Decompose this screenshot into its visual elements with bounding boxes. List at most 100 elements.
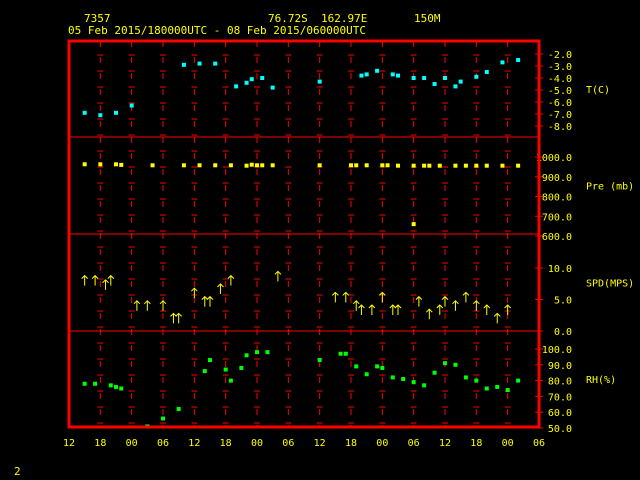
- temperature-point: [396, 73, 400, 78]
- y-tick-label: 5.0: [554, 296, 572, 307]
- wind-arrow-head: [352, 300, 360, 305]
- wind-arrow-head: [190, 287, 198, 292]
- humidity-point: [161, 416, 165, 421]
- temperature-point: [500, 60, 505, 65]
- y-tick-label: 50.0: [548, 424, 572, 435]
- panel-label: SPD(MPS): [586, 279, 634, 290]
- temperature-point: [432, 82, 437, 86]
- pressure-point: [463, 163, 468, 168]
- pressure-point: [396, 163, 400, 168]
- x-tick-label: 06: [157, 438, 169, 449]
- panel-label: T(C): [586, 85, 610, 96]
- station-location: 76.72S 162.97E: [268, 12, 368, 25]
- temperature-point: [453, 84, 458, 89]
- pressure-point: [516, 163, 521, 168]
- x-tick-label: 00: [251, 438, 263, 449]
- pressure-point: [500, 163, 505, 168]
- temperature-point: [390, 72, 395, 77]
- y-tick-label: 700.0: [542, 212, 572, 223]
- y-tick-label: 90.0: [548, 361, 572, 372]
- humidity-point: [338, 351, 343, 356]
- wind-arrow-head: [274, 270, 282, 275]
- panel-label: RH(%): [586, 375, 616, 386]
- wind-arrow-head: [452, 300, 459, 305]
- pressure-point: [260, 163, 265, 168]
- wind-arrow-head: [206, 295, 214, 300]
- wind-arrow-head: [342, 291, 350, 296]
- temperature-point: [474, 74, 479, 79]
- panel-label: Pre (mb): [586, 182, 634, 193]
- pressure-outlier: [411, 222, 416, 227]
- x-tick-label: 12: [439, 438, 451, 449]
- pressure-point: [484, 163, 489, 168]
- pressure-point: [411, 163, 416, 168]
- temperature-point: [516, 58, 521, 62]
- humidity-point: [443, 361, 447, 366]
- x-tick-label: 06: [408, 438, 420, 449]
- y-tick-label: -5.0: [548, 86, 572, 97]
- axis-labels: 12 18 00 06 12 18 00 06 12 18 00 06 12 18 00 06 -2.0-3.0…: [63, 50, 634, 449]
- temperature-point: [249, 77, 254, 82]
- wind-arrow-head: [107, 274, 115, 279]
- y-tick-label: 10.0: [548, 264, 572, 275]
- wind-arrow-head: [425, 308, 433, 313]
- x-tick-label: 00: [126, 438, 138, 449]
- humidity-point: [516, 378, 521, 383]
- pressure-point: [181, 163, 186, 168]
- y-tick-label: 1000.0: [536, 153, 572, 164]
- wind-arrow-head: [227, 274, 235, 279]
- humidity-point: [108, 383, 113, 388]
- y-tick-label: 100.0: [542, 345, 572, 356]
- y-tick-label: 900.0: [542, 173, 572, 184]
- pressure-point: [474, 163, 479, 168]
- time-range: 05 Feb 2015/180000UTC - 08 Feb 2015/0600…: [68, 24, 367, 37]
- pressure-point: [197, 163, 202, 168]
- humidity-point: [255, 350, 259, 355]
- humidity-point: [223, 367, 228, 372]
- temperature-point: [411, 76, 416, 80]
- humidity-point: [411, 380, 416, 385]
- humidity-point: [354, 364, 359, 369]
- pressure-point: [249, 162, 254, 167]
- wind-arrow-head: [378, 291, 386, 296]
- pressure-point: [150, 163, 155, 168]
- humidity-point: [239, 365, 244, 370]
- pressure-point: [98, 162, 103, 167]
- humidity-point: [228, 378, 233, 383]
- temperature-point: [364, 72, 369, 77]
- x-tick-label: 06: [282, 438, 294, 449]
- station-id: 7357: [84, 12, 111, 25]
- pressure-point: [114, 162, 118, 167]
- temperature-point: [234, 84, 239, 89]
- humidity-point: [317, 358, 322, 363]
- temperature-point: [375, 68, 380, 73]
- wind-arrow-head: [358, 304, 365, 309]
- x-tick-label: 12: [63, 438, 75, 449]
- pressure-point: [82, 162, 87, 167]
- humidity-point: [343, 351, 348, 356]
- data-marks: [81, 58, 521, 429]
- wind-arrow-head: [389, 304, 397, 309]
- wind-arrow-head: [483, 304, 491, 309]
- y-tick-label: -7.0: [548, 110, 572, 121]
- humidity-point: [364, 372, 369, 377]
- wind-arrow-head: [175, 312, 183, 317]
- wind-arrow-head: [91, 274, 99, 279]
- temperature-point: [317, 79, 322, 84]
- humidity-point: [390, 375, 395, 380]
- y-tick-label: -8.0: [548, 122, 572, 133]
- y-tick-label: -6.0: [548, 98, 572, 109]
- wind-arrow-head: [436, 304, 444, 309]
- humidity-point: [463, 375, 468, 380]
- y-tick-label: 800.0: [542, 193, 572, 204]
- y-tick-label: -2.0: [548, 50, 572, 61]
- wind-arrow-head: [102, 279, 109, 284]
- x-tick-label: 00: [376, 438, 388, 449]
- humidity-point: [422, 383, 427, 388]
- humidity-point: [505, 388, 510, 393]
- temperature-point: [260, 76, 265, 80]
- humidity-point: [453, 362, 458, 367]
- humidity-point: [119, 386, 124, 391]
- humidity-point: [208, 358, 212, 363]
